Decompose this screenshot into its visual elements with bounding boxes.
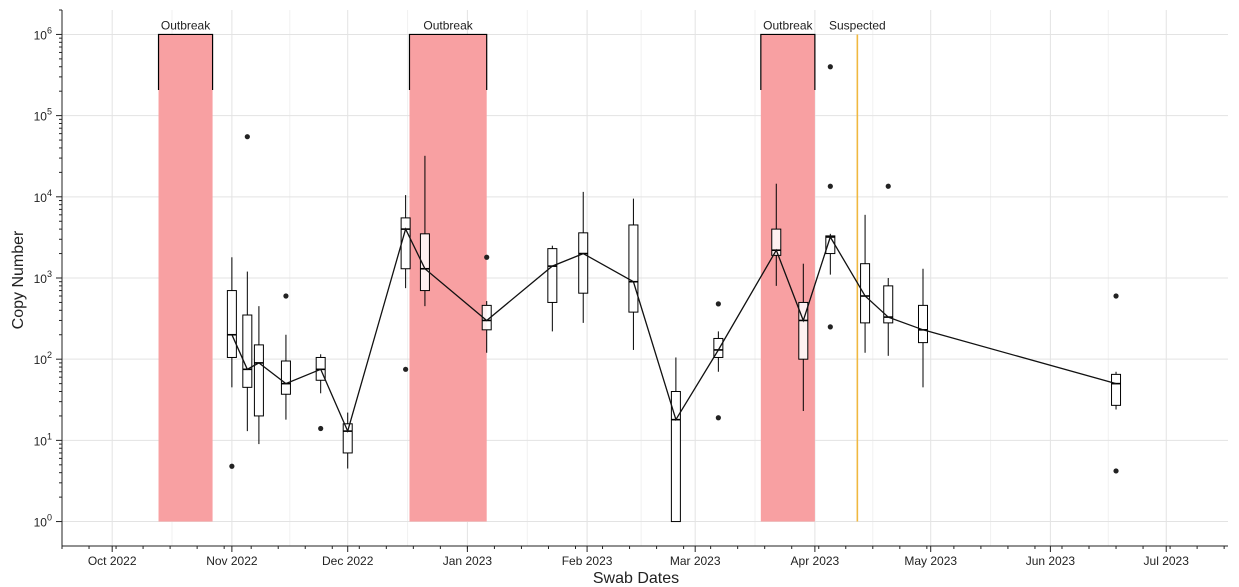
box-outlier [827,324,833,330]
box-iqr [419,233,430,292]
box-iqr [771,228,782,256]
box-iqr [670,390,681,523]
outbreak-label: Outbreak [423,18,473,32]
median-line [231,227,1117,434]
x-tick-label: Jun 2023 [1026,554,1076,568]
box [798,263,809,412]
x-tick-label: Feb 2023 [562,554,613,568]
box [917,268,928,388]
box-iqr [242,314,253,388]
box-iqr [280,360,291,395]
box-outlier [484,254,490,260]
suspected-label: Suspected [829,18,886,32]
box-outlier [283,293,289,299]
y-tick-label: 101 [34,431,52,448]
box [1111,293,1122,474]
box-iqr [226,290,237,358]
x-tick-label: May 2023 [904,554,957,568]
y-tick-label: 102 [34,350,52,367]
box [670,357,681,523]
outbreak-label: Outbreak [763,18,813,32]
box-iqr [1111,373,1122,406]
box-iqr [883,285,894,324]
y-tick-label: 106 [34,25,52,42]
box-outlier [318,425,324,432]
box-iqr [400,217,411,270]
box [226,257,237,469]
outbreak-bracket [157,33,214,90]
box [883,183,894,356]
box-outlier [229,463,235,469]
x-tick-label: Dec 2022 [322,554,374,568]
box-outlier [1113,293,1119,299]
y-axis-label: Copy Number [10,230,27,329]
y-tick-label: 103 [34,269,52,286]
box-iqr [578,232,589,294]
x-tick-label: Apr 2023 [791,554,840,568]
y-tick-label: 104 [34,188,52,205]
box-outlier [1113,468,1119,474]
x-tick-label: Jan 2023 [443,554,493,568]
y-tick-label: 105 [34,107,52,124]
box-outlier [244,134,250,140]
x-tick-label: Oct 2022 [88,554,137,568]
y-tick-label: 100 [34,513,52,530]
x-tick-label: Mar 2023 [670,554,721,568]
box-iqr [860,263,871,324]
outbreak-periods: Outbreak Outbreak Outbreak [157,18,816,522]
box [628,198,639,350]
box-iqr [798,301,809,360]
outbreak-band [158,34,213,522]
box-outlier [715,415,721,421]
box [771,183,782,286]
suspected-lines: Suspected [829,18,886,522]
box-iqr [547,248,558,303]
box-iqr [917,304,928,344]
box-outlier [403,366,409,372]
box-outlier [827,64,833,70]
box [481,254,492,353]
box-outlier [715,301,721,307]
outbreak-bracket [760,33,816,90]
box-iqr [628,224,639,313]
x-tick-label: Jul 2023 [1144,554,1190,568]
outbreak-band [760,34,815,522]
box [242,134,253,432]
outbreak-label: Outbreak [161,18,211,32]
outbreak-bracket [408,33,488,90]
box [419,155,430,307]
box-iqr [342,423,353,454]
x-tick-label: Nov 2022 [206,554,258,568]
box-outlier [827,183,833,189]
box-outlier [885,183,891,189]
median-trend-line [231,227,1117,434]
box-iqr [253,344,264,417]
box-iqr [713,337,724,358]
x-axis-label: Swab Dates [593,570,679,587]
axes: 100 101 102 103 104 105 106 Oct 2022 Nov 2022 Dec… [34,9,1228,568]
